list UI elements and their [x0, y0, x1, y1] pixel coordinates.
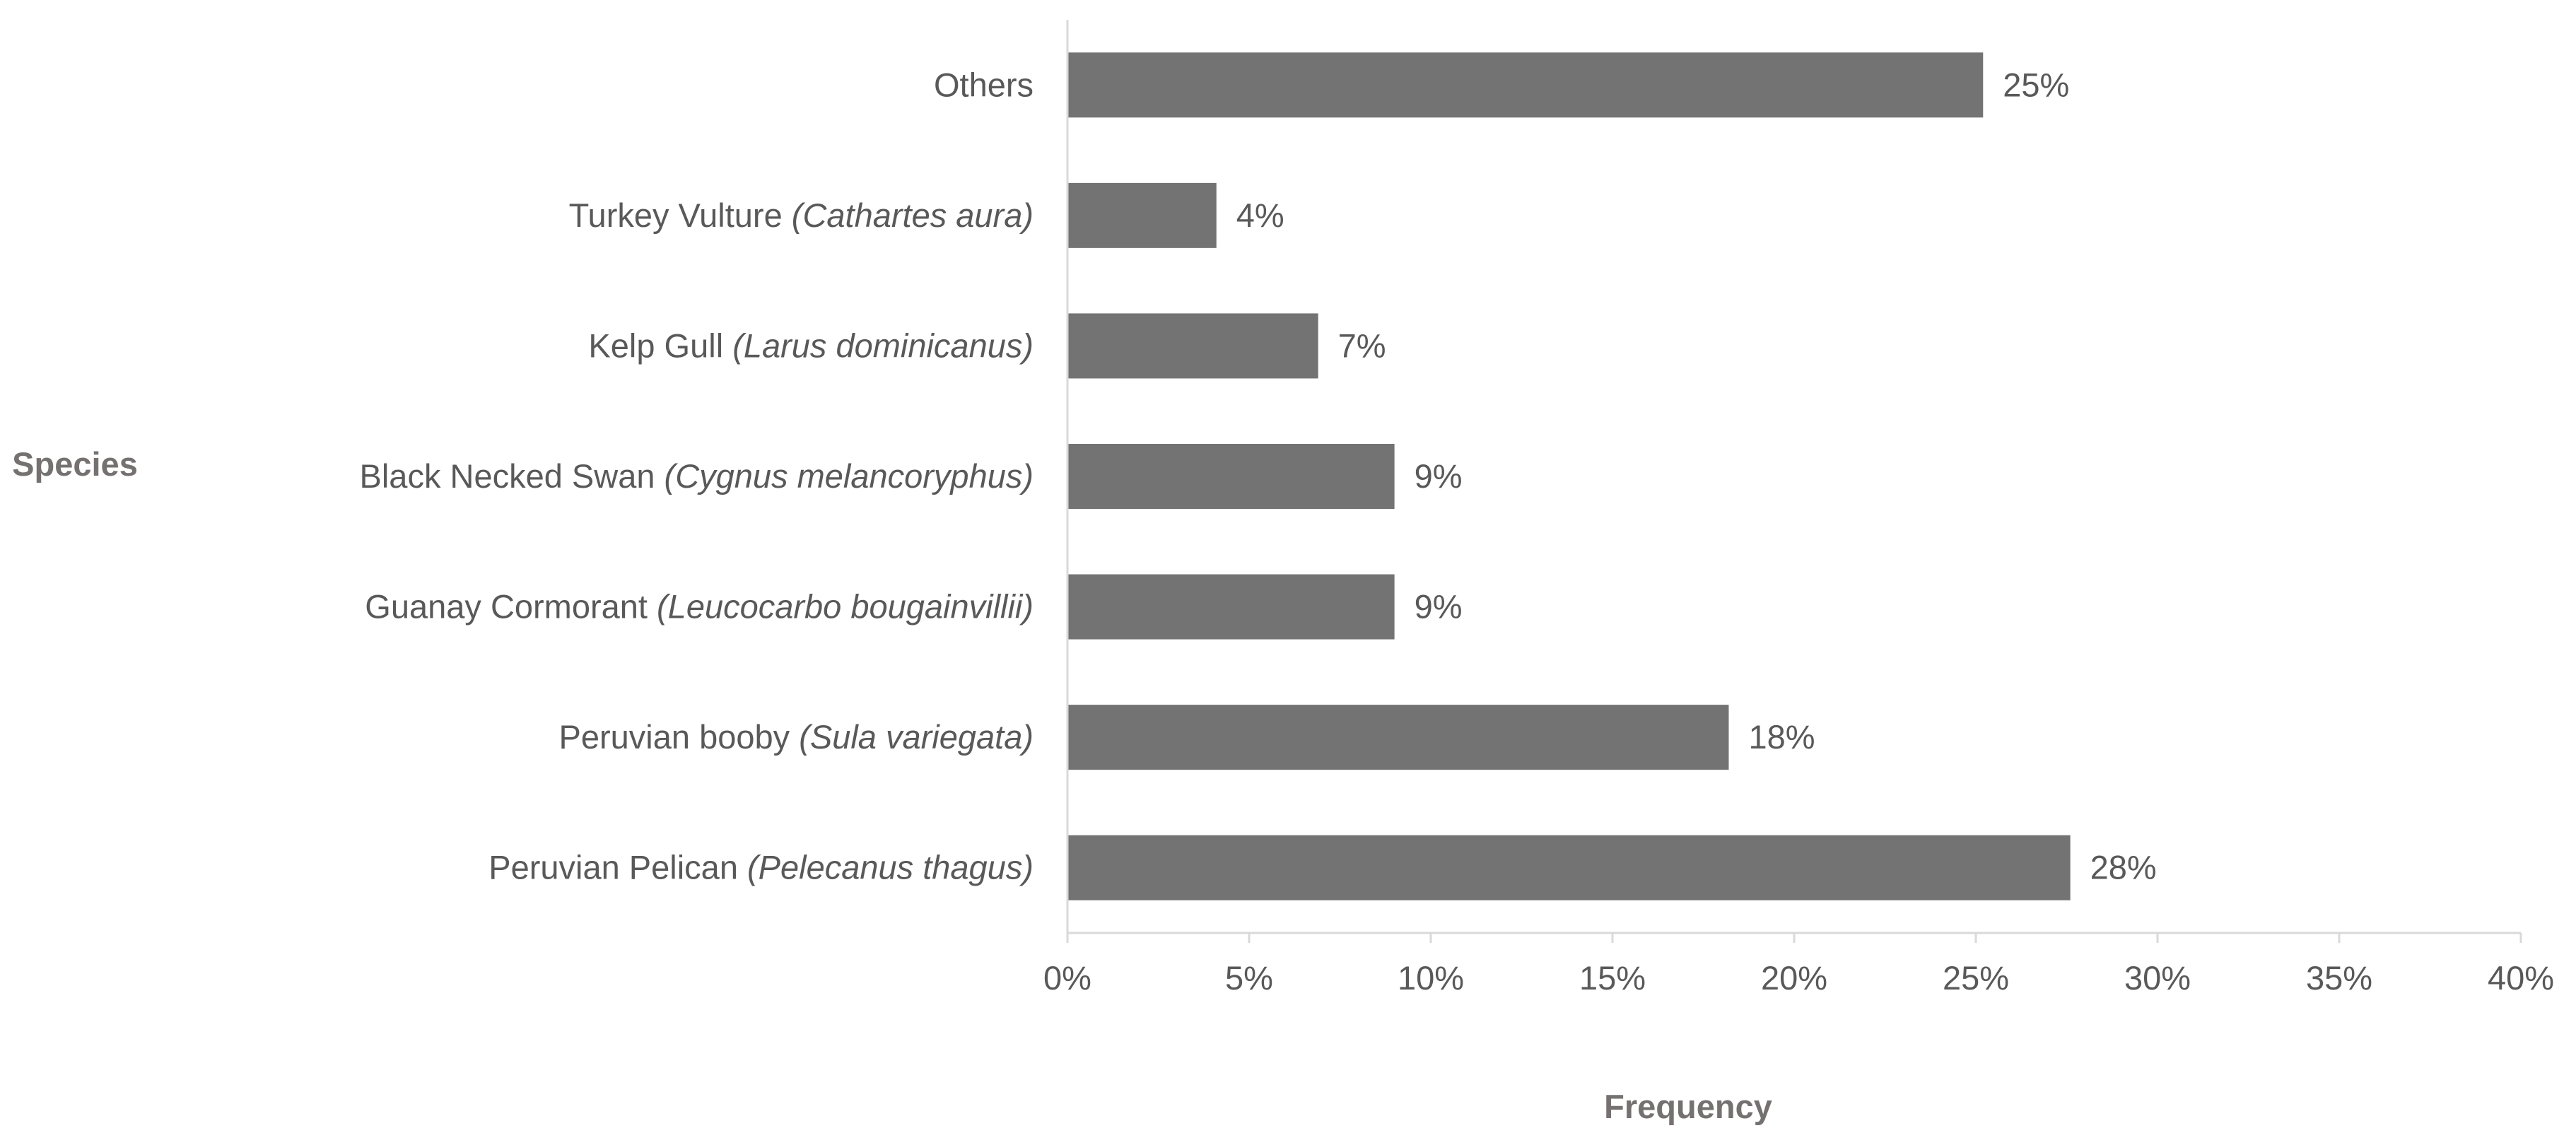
bar: [1067, 313, 1318, 379]
x-tick-label: 30%: [2124, 959, 2191, 997]
x-tick-label: 10%: [1398, 959, 1464, 997]
x-axis-title: Frequency: [1604, 1088, 1772, 1125]
x-tick-label: 0%: [1043, 959, 1091, 997]
bars-layer: [1067, 52, 2071, 900]
category-common-name: Kelp Gull: [588, 327, 723, 364]
category-scientific-name: (Sula variegata): [790, 718, 1034, 756]
category-scientific-name: (Cathartes aura): [783, 196, 1034, 234]
data-label: 9%: [1415, 457, 1463, 495]
category-common-name: Peruvian Pelican: [488, 849, 738, 886]
category-common-name: Peruvian booby: [559, 718, 790, 756]
category-label: Peruvian booby (Sula variegata): [559, 718, 1034, 756]
category-label: Black Necked Swan (Cygnus melancoryphus): [360, 457, 1034, 495]
category-label: Guanay Cormorant (Leucocarbo bougainvill…: [365, 588, 1034, 626]
category-scientific-name: (Larus dominicanus): [723, 327, 1034, 364]
x-tick-label: 40%: [2488, 959, 2554, 997]
bar: [1067, 574, 1395, 640]
bar: [1067, 52, 1984, 118]
data-label: 4%: [1236, 196, 1284, 234]
category-scientific-name: (Cygnus melancoryphus): [655, 457, 1034, 495]
bar: [1067, 835, 2071, 900]
x-ticks-layer: 0% 5% 10% 15% 20% 25% 30% 35% 40%: [1043, 933, 2554, 997]
category-common-name: Others: [934, 66, 1034, 103]
category-labels-layer: Peruvian Pelican (Pelecanus thagus)Peruv…: [360, 66, 1034, 886]
data-label: 9%: [1415, 588, 1463, 626]
category-label: Kelp Gull (Larus dominicanus): [588, 327, 1034, 364]
x-tick-label: 35%: [2306, 959, 2372, 997]
data-label: 28%: [2090, 849, 2157, 886]
data-label: 18%: [1748, 718, 1815, 756]
x-tick-label: 20%: [1761, 959, 1827, 997]
data-labels-layer: 28% 18% 9% 9% 7% 4% 25%: [1236, 66, 2157, 886]
category-scientific-name: (Pelecanus thagus): [738, 849, 1034, 886]
y-axis-title: Species: [12, 445, 138, 483]
category-label: Peruvian Pelican (Pelecanus thagus): [488, 849, 1034, 886]
bar: [1067, 444, 1395, 509]
x-tick-label: 25%: [1943, 959, 2009, 997]
category-label: Turkey Vulture (Cathartes aura): [569, 196, 1034, 234]
bar: [1067, 182, 1217, 248]
data-label: 7%: [1338, 327, 1386, 364]
x-tick-label: 15%: [1579, 959, 1646, 997]
category-common-name: Black Necked Swan: [360, 457, 655, 495]
category-label: Others: [934, 66, 1034, 103]
x-tick-label: 5%: [1225, 959, 1273, 997]
category-common-name: Guanay Cormorant: [365, 588, 648, 626]
category-scientific-name: (Leucocarbo bougainvillii): [648, 588, 1034, 626]
category-common-name: Turkey Vulture: [569, 196, 783, 234]
bar: [1067, 705, 1729, 770]
data-label: 25%: [2003, 66, 2069, 103]
